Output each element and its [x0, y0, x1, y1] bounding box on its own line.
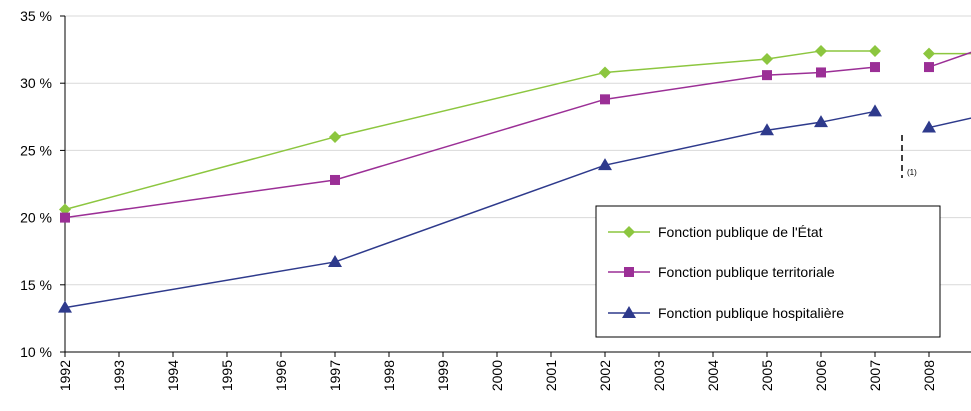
data-point [600, 94, 610, 105]
legend-label-territoriale: Fonction publique territoriale [658, 264, 835, 280]
legend-label-etat: Fonction publique de l'État [658, 224, 823, 240]
x-tick-labels: 1992 1993 1994 1995 1996 1997 1998 1999 2000 2001… [57, 360, 937, 391]
x-tick-label: 2004 [705, 360, 721, 391]
legend-item-territoriale: Fonction publique territoriale [608, 264, 835, 280]
legend: Fonction publique de l'État Fonction pub… [595, 205, 941, 338]
legend-label-hospitaliere: Fonction publique hospitalière [658, 305, 844, 321]
series-1 [60, 51, 971, 223]
series-line [928, 117, 971, 129]
x-tick-label: 2000 [489, 360, 505, 391]
data-point [814, 115, 828, 128]
x-tick-label: 1992 [57, 360, 73, 391]
x-tick-label: 1996 [273, 360, 289, 391]
data-point [58, 300, 72, 313]
triangle-marker-icon [622, 306, 636, 318]
data-point [923, 47, 935, 60]
data-point [924, 62, 934, 73]
legend-item-hospitaliere: Fonction publique hospitalière [608, 305, 844, 321]
series-group [58, 44, 971, 313]
series-0 [59, 44, 971, 216]
x-tick-label: 2006 [813, 360, 829, 391]
break-note-label: (1) [907, 168, 917, 177]
x-tick-label: 2002 [597, 360, 613, 391]
y-tick-label: 20 % [20, 210, 52, 226]
legend-box [595, 205, 941, 338]
series-line [64, 50, 875, 211]
x-tick-label: 1994 [165, 360, 181, 391]
series-line [64, 66, 876, 219]
x-tick-label: 1999 [435, 360, 451, 391]
y-tick-label: 15 % [20, 277, 52, 293]
y-tick-label: 25 % [20, 142, 52, 158]
square-marker-icon [624, 267, 634, 277]
data-point [59, 203, 71, 216]
x-tick-label: 2008 [921, 360, 937, 391]
y-tick-label: 35 % [20, 8, 52, 24]
x-tick-label: 2007 [867, 360, 883, 391]
x-tick-label: 1998 [381, 360, 397, 391]
data-point [868, 104, 882, 117]
data-point [761, 53, 773, 66]
data-point [815, 44, 827, 57]
data-point [330, 174, 340, 185]
y-tick-label: 30 % [20, 75, 52, 91]
x-tick-label: 2001 [543, 360, 559, 391]
data-point [598, 158, 612, 171]
break-marker: (1) [901, 135, 917, 178]
x-tick-label: 2003 [651, 360, 667, 391]
x-tick-label: 2005 [759, 360, 775, 391]
data-point [60, 212, 70, 223]
data-point [599, 66, 611, 79]
legend-item-etat: Fonction publique de l'État [608, 224, 823, 240]
data-point [816, 67, 826, 78]
x-tick-label: 1997 [327, 360, 343, 391]
y-tick-label: 10 % [20, 344, 52, 360]
y-tick-labels: 10 % 15 % 20 % 25 % 30 % 35 % [20, 8, 52, 360]
data-point [762, 70, 772, 81]
x-tick-label: 1993 [111, 360, 127, 391]
data-point [922, 120, 936, 133]
series-line [928, 51, 971, 68]
series-line [64, 110, 876, 309]
data-point [870, 62, 880, 73]
series-2 [58, 104, 971, 313]
data-point [760, 123, 774, 136]
data-point [869, 44, 881, 57]
data-point [329, 130, 341, 143]
data-point [328, 254, 342, 267]
diamond-marker-icon [623, 226, 635, 238]
x-tick-label: 1995 [219, 360, 235, 391]
